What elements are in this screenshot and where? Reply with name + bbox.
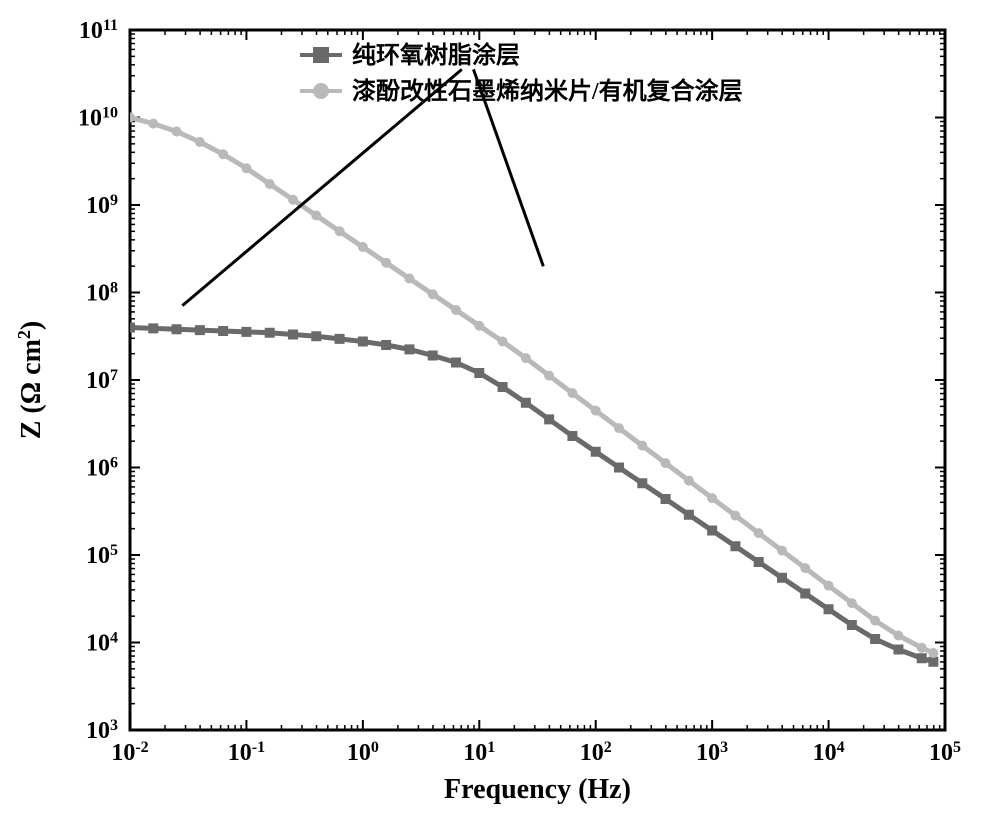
legend-label: 纯环氧树脂涂层 xyxy=(352,41,520,69)
impedance-bode-chart: 10-210-110010110210310410510310410510610… xyxy=(0,0,1000,825)
chart-svg: 10-210-110010110210310410510310410510610… xyxy=(0,0,1000,825)
legend-label: 漆酚改性石墨烯纳米片/有机复合涂层 xyxy=(352,77,743,105)
x-axis-label: Frequency (Hz) xyxy=(444,774,631,805)
